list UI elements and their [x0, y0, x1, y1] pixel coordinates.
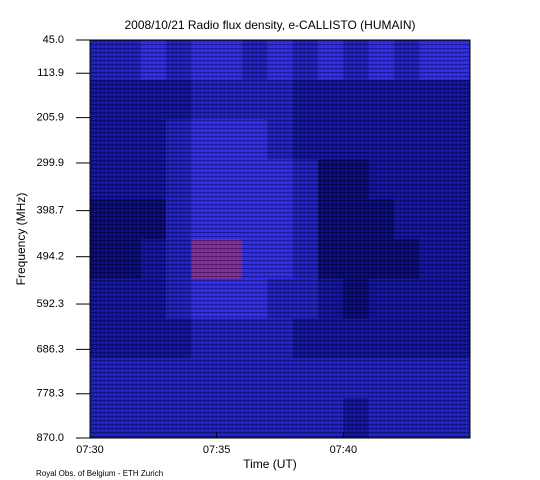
y-tick-label: 686.3 [36, 343, 64, 355]
y-tick-label: 592.3 [36, 298, 64, 310]
x-tick-label: 07:30 [76, 444, 104, 456]
x-tick-label: 07:40 [330, 444, 358, 456]
y-tick-label: 494.2 [36, 251, 64, 263]
footer: Royal Obs. of Belgium - ETH Zurich [36, 469, 163, 478]
y-tick-label: 299.9 [36, 157, 64, 169]
texture [90, 40, 470, 438]
chart-title: 2008/10/21 Radio flux density, e-CALLIST… [124, 18, 415, 32]
y-axis-label: Frequency (MHz) [14, 193, 28, 286]
plot-frame [89, 39, 471, 439]
y-tick-label: 205.9 [36, 112, 64, 124]
y-tick-label: 113.9 [37, 67, 64, 79]
x-axis-label: Time (UT) [243, 457, 297, 471]
y-tick-label: 398.7 [36, 205, 64, 217]
y-tick-label: 778.3 [36, 388, 64, 400]
x-tick-label: 07:35 [203, 444, 231, 456]
y-tick-label: 870.0 [36, 432, 64, 444]
y-tick-label: 45.0 [43, 34, 64, 46]
